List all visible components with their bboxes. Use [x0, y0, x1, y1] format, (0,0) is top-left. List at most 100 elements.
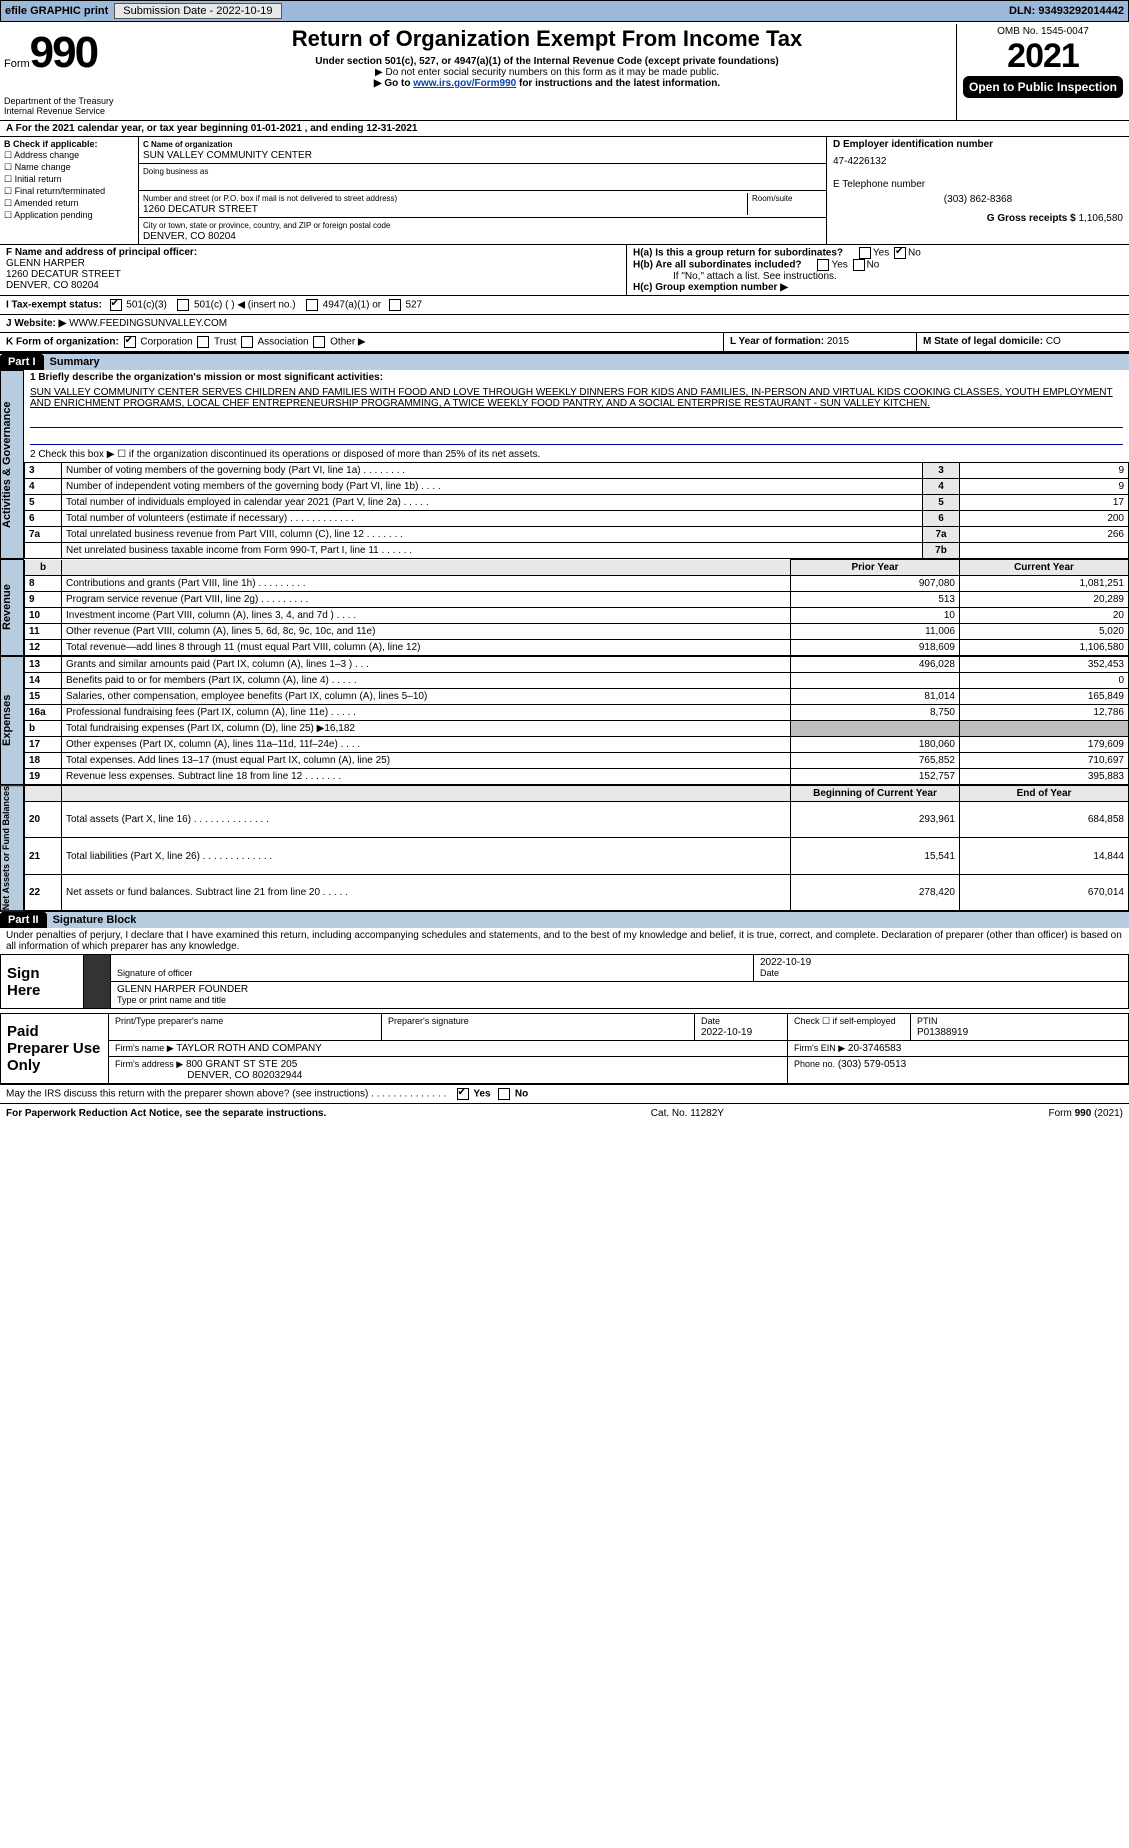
phone-label: E Telephone number	[833, 179, 1123, 190]
cb-address[interactable]: Address change	[14, 150, 79, 160]
pp-date: 2022-10-19	[701, 1027, 752, 1038]
officer-addr1: 1260 DECATUR STREET	[6, 269, 121, 280]
pra-notice: For Paperwork Reduction Act Notice, see …	[6, 1108, 326, 1119]
exp-table: 13Grants and similar amounts paid (Part …	[24, 656, 1129, 785]
paid-preparer-table: Paid Preparer Use Only Print/Type prepar…	[0, 1013, 1129, 1084]
gross-label: G Gross receipts $	[987, 213, 1076, 224]
sig-officer-label: Signature of officer	[117, 968, 192, 978]
l-label: L Year of formation:	[730, 336, 824, 347]
hb-no[interactable]	[853, 259, 865, 271]
cb-4947[interactable]	[306, 299, 318, 311]
cb-other[interactable]	[313, 336, 325, 348]
officer-print: GLENN HARPER FOUNDER	[117, 984, 248, 995]
subtitle1: Under section 501(c), 527, or 4947(a)(1)…	[146, 56, 948, 67]
form-title: Return of Organization Exempt From Incom…	[146, 26, 948, 52]
open-to-public: Open to Public Inspection	[963, 76, 1123, 98]
side-exp: Expenses	[0, 656, 24, 785]
cb-527[interactable]	[389, 299, 401, 311]
cb-final[interactable]: Final return/terminated	[15, 186, 106, 196]
k-label: K Form of organization:	[6, 337, 119, 348]
part2-title: Signature Block	[47, 912, 1129, 928]
subtitle2: ▶ Do not enter social security numbers o…	[146, 67, 948, 78]
j-label: J Website: ▶	[6, 318, 66, 329]
room-label: Room/suite	[752, 194, 792, 203]
officer-addr2: DENVER, CO 80204	[6, 280, 99, 291]
col-boy: Beginning of Current Year	[791, 786, 960, 802]
efile-label: efile GRAPHIC print	[5, 5, 108, 17]
b-label: B Check if applicable:	[4, 139, 98, 149]
form-header: Form990 Department of the Treasury Inter…	[0, 24, 1129, 120]
firm-addr1: 800 GRANT ST STE 205	[186, 1059, 297, 1070]
line-a: A For the 2021 calendar year, or tax yea…	[0, 120, 1129, 136]
cb-name[interactable]: Name change	[15, 162, 71, 172]
cb-501c3[interactable]	[110, 299, 122, 311]
form-prefix: Form	[4, 58, 30, 70]
discuss-yes[interactable]	[457, 1088, 469, 1100]
phone: (303) 862-8368	[833, 194, 1123, 205]
pp-check[interactable]: Check ☐ if self-employed	[794, 1016, 896, 1026]
website-link[interactable]: WWW.FEEDINGSUNVALLEY.COM	[69, 318, 227, 329]
col-curr: Current Year	[960, 560, 1129, 576]
ha-no[interactable]	[894, 247, 906, 259]
hb-yes[interactable]	[817, 259, 829, 271]
ha-label: H(a) Is this a group return for subordin…	[633, 248, 843, 259]
hb-label: H(b) Are all subordinates included?	[633, 260, 802, 271]
discuss-no[interactable]	[498, 1088, 510, 1100]
hc-label: H(c) Group exemption number ▶	[633, 282, 788, 293]
part1-title: Summary	[44, 354, 1129, 370]
form-footer: Form 990 (2021)	[1049, 1108, 1123, 1119]
ag-table: 3Number of voting members of the governi…	[24, 462, 1129, 559]
firm-ein: 20-3746583	[848, 1043, 901, 1054]
cb-501c[interactable]	[177, 299, 189, 311]
dept-label: Department of the Treasury Internal Reve…	[4, 96, 134, 116]
sign-here-table: Sign Here Signature of officer 2022-10-1…	[0, 954, 1129, 1009]
side-net: Net Assets or Fund Balances	[0, 785, 24, 911]
mission-text: SUN VALLEY COMMUNITY CENTER SERVES CHILD…	[24, 385, 1129, 411]
blank-line	[30, 430, 1123, 445]
cb-amended[interactable]: Amended return	[14, 198, 79, 208]
firm-name: TAYLOR ROTH AND COMPANY	[176, 1043, 322, 1054]
side-rev: Revenue	[0, 559, 24, 656]
top-bar: efile GRAPHIC print Submission Date - 20…	[0, 0, 1129, 22]
ha-yes[interactable]	[859, 247, 871, 259]
part2-header: Part II	[0, 912, 47, 928]
sign-here-label: Sign Here	[1, 955, 84, 1009]
dln-label: DLN: 93493292014442	[1009, 5, 1124, 17]
l2-text: 2 Check this box ▶ ☐ if the organization…	[24, 447, 1129, 462]
irs-link[interactable]: www.irs.gov/Form990	[413, 78, 516, 89]
cb-initial[interactable]: Initial return	[15, 174, 62, 184]
cb-assoc[interactable]	[241, 336, 253, 348]
perjury-text: Under penalties of perjury, I declare th…	[0, 928, 1129, 954]
side-ag: Activities & Governance	[0, 370, 24, 559]
tax-year: 2021	[963, 37, 1123, 76]
col-prior: Prior Year	[791, 560, 960, 576]
ptin: P01388919	[917, 1027, 968, 1038]
cb-pending[interactable]: Application pending	[14, 210, 93, 220]
discuss-text: May the IRS discuss this return with the…	[6, 1089, 446, 1100]
cb-trust[interactable]	[197, 336, 209, 348]
city: DENVER, CO 80204	[143, 231, 236, 242]
gross-amount: 1,106,580	[1079, 213, 1124, 224]
l-val: 2015	[827, 336, 849, 347]
arrow-icon	[84, 955, 111, 1009]
street-label: Number and street (or P.O. box if mail i…	[143, 194, 397, 203]
form-number: 990	[30, 28, 97, 78]
ein-label: D Employer identification number	[833, 139, 1123, 150]
m-val: CO	[1046, 336, 1061, 347]
street: 1260 DECATUR STREET	[143, 204, 258, 215]
part1-header: Part I	[0, 354, 44, 370]
org-name: SUN VALLEY COMMUNITY CENTER	[143, 150, 312, 161]
l1-label: 1 Briefly describe the organization's mi…	[30, 372, 383, 383]
footer: For Paperwork Reduction Act Notice, see …	[0, 1103, 1129, 1123]
firm-phone: (303) 579-0513	[838, 1059, 906, 1070]
sig-date: 2022-10-19	[760, 957, 811, 968]
ein: 47-4226132	[833, 156, 1123, 167]
submission-date-button[interactable]: Submission Date - 2022-10-19	[114, 3, 281, 19]
rev-table: bPrior YearCurrent Year 8Contributions a…	[24, 559, 1129, 656]
c-name-label: C Name of organization	[143, 140, 232, 149]
cb-corp[interactable]	[124, 336, 136, 348]
cat-no: Cat. No. 11282Y	[651, 1108, 724, 1119]
f-label: F Name and address of principal officer:	[6, 247, 197, 258]
city-label: City or town, state or province, country…	[143, 221, 390, 230]
dba-label: Doing business as	[143, 167, 208, 176]
